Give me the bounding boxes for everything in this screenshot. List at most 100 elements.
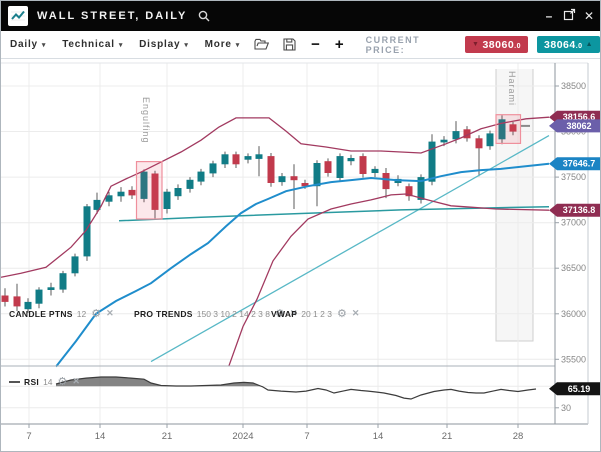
save-icon[interactable]: [283, 38, 296, 51]
candle-down: [267, 156, 275, 183]
ask-price-badge: 38064 .0 ▲: [537, 36, 600, 53]
candle-up: [278, 176, 286, 183]
indicator-params: 14: [43, 376, 53, 387]
candle-down: [128, 189, 136, 196]
candle-up: [428, 141, 436, 182]
candle-up: [440, 139, 448, 143]
price-axis-label: 38500: [561, 81, 586, 91]
price-axis-label: 36000: [561, 309, 586, 319]
open-folder-icon[interactable]: [254, 38, 270, 51]
candle-down: [359, 156, 367, 174]
upper-band-line: [1, 116, 550, 278]
indicator-name: RSI: [24, 376, 40, 387]
menu-daily-label: Daily: [10, 39, 38, 50]
time-axis-label: 21: [162, 431, 173, 442]
candle-up: [486, 133, 494, 147]
candle-up: [313, 163, 321, 187]
bid-fraction: .0: [514, 42, 522, 50]
candle-up: [186, 179, 194, 189]
gear-icon[interactable]: ⚙: [275, 308, 285, 320]
pattern-box: [135, 160, 163, 220]
candle-down: [463, 129, 471, 139]
menu-more[interactable]: More ▾: [205, 39, 240, 50]
price-axis-label: 35500: [561, 354, 586, 364]
indicator-label-vwap: VWAP 20 1 2 3 ⚙ ✕: [271, 307, 359, 320]
arrow-down-icon: ▼: [472, 41, 480, 48]
search-icon[interactable]: [197, 9, 211, 23]
time-axis-label: 14: [95, 431, 106, 442]
time-axis-label: 7: [26, 431, 31, 442]
price-axis-label: 37000: [561, 218, 586, 228]
candle-up: [255, 154, 263, 159]
candle-down: [290, 176, 298, 181]
menu-display[interactable]: Display ▾: [139, 39, 189, 50]
toolbar: Daily ▾ Technical ▾ Display ▾ More ▾: [1, 31, 600, 59]
candle-up: [452, 131, 460, 140]
rsi-line: [55, 376, 537, 400]
candle-up: [244, 156, 252, 160]
price-tag-text: 37136.8: [563, 205, 596, 215]
candle-up: [209, 163, 217, 174]
indicator-name: PRO TRENDS: [134, 308, 193, 319]
minimize-button[interactable]: –: [545, 9, 553, 23]
gear-icon[interactable]: ⚙: [91, 308, 102, 320]
app-logo-icon: [8, 6, 28, 26]
menu-technical[interactable]: Technical ▾: [62, 39, 123, 50]
candle-down: [301, 183, 309, 187]
close-icon[interactable]: ✕: [351, 308, 360, 318]
moving-average-line: [55, 162, 550, 368]
zoom-out-button[interactable]: −: [311, 36, 320, 53]
highlight-band: [496, 69, 533, 341]
popout-button[interactable]: [560, 8, 578, 24]
candle-up: [71, 256, 79, 274]
gear-icon[interactable]: ⚙: [57, 376, 68, 388]
candle-up: [24, 301, 32, 310]
lower-band-line: [228, 193, 550, 366]
bid-value: 38060: [482, 38, 515, 51]
candle-up: [221, 154, 229, 165]
candle-up: [140, 171, 148, 199]
indicator-label-pro-trends: PRO TRENDS 150 3 10 2 14 2 3 8 ⚙ ✕: [134, 307, 297, 320]
gear-icon[interactable]: ⚙: [336, 308, 347, 320]
main-chart-canvas[interactable]: EngulfingHarami3850038000375003700036500…: [1, 59, 601, 452]
candle-up: [336, 156, 344, 178]
price-tag: [549, 157, 600, 171]
candle-down: [232, 154, 240, 165]
candle-up: [417, 177, 425, 200]
candle-up: [59, 273, 67, 290]
price-tag-text: 37646.7: [563, 159, 596, 169]
pattern-label: Harami: [507, 71, 517, 106]
candle-down: [1, 295, 9, 302]
menu-daily[interactable]: Daily ▾: [10, 39, 46, 50]
candle-down: [405, 186, 413, 197]
close-icon[interactable]: ✕: [289, 308, 298, 318]
zoom-in-button[interactable]: +: [334, 36, 344, 53]
pattern-label: Engulfing: [141, 97, 151, 144]
candle-down: [324, 161, 332, 173]
close-icon[interactable]: ✕: [106, 308, 114, 318]
rsi-value-tag: [549, 382, 600, 396]
price-tag: [549, 119, 600, 133]
indicator-params: 12: [76, 308, 87, 319]
price-axis-label: 36500: [561, 263, 586, 273]
ask-value: 38064: [544, 38, 576, 51]
indicator-name: VWAP: [271, 308, 298, 319]
ask-fraction: .0: [575, 42, 583, 50]
title-bar: WALL STREET, DAILY – ✕: [1, 1, 600, 31]
candle-up: [174, 188, 182, 197]
highlight-band-border: [495, 69, 534, 342]
time-axis-label: 7: [304, 431, 309, 442]
menu-more-label: More: [204, 39, 232, 50]
current-price-label: CURRENT PRICE:: [365, 34, 421, 55]
close-icon[interactable]: ✕: [72, 376, 80, 386]
rsi-axis-label: 30: [561, 403, 571, 413]
chevron-down-icon: ▾: [184, 41, 189, 49]
candle-up: [371, 168, 379, 173]
price-axis-label: 37500: [561, 172, 586, 182]
close-button[interactable]: ✕: [583, 9, 595, 23]
candle-up: [105, 195, 113, 202]
rsi-color-swatch: [9, 380, 20, 383]
candle-down: [151, 173, 159, 210]
arrow-up-icon: ▲: [585, 41, 593, 48]
